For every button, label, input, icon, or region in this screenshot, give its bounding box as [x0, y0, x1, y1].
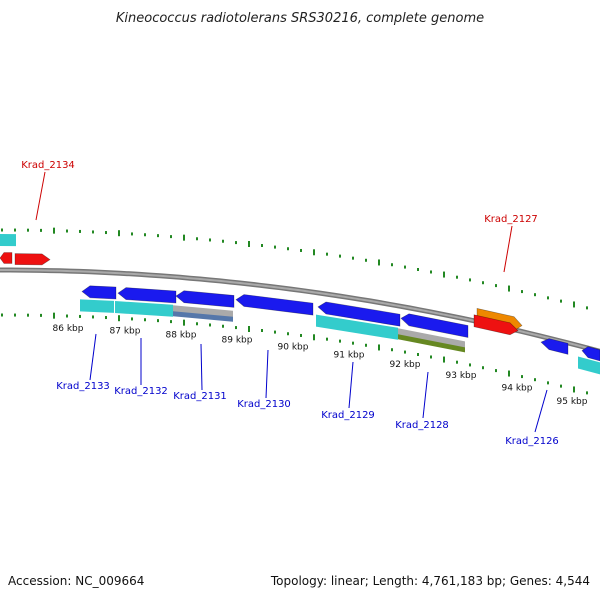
- kbp-label: 86 kbp: [53, 324, 84, 334]
- domain-band: [173, 311, 233, 322]
- kbp-label: 91 kbp: [334, 351, 365, 361]
- kbp-label: 92 kbp: [390, 360, 421, 370]
- domain-band: [398, 334, 465, 353]
- leader-line: [35, 171, 46, 221]
- leader-line: [265, 349, 269, 399]
- scale-ticks: [1, 227, 588, 395]
- gene-label: Krad_2131: [173, 391, 227, 402]
- gene-arrow: [81, 285, 117, 300]
- scale-labels: 86 kbp 87 kbp 88 kbp 89 kbp 90 kbp 91 kbp 92 k…: [53, 324, 588, 407]
- gene-arrow: [0, 252, 13, 264]
- leader-line: [503, 225, 513, 273]
- domain-band: [398, 328, 465, 349]
- leader-line: [348, 361, 354, 409]
- gene-arrow: [581, 346, 600, 362]
- kbp-label: 87 kbp: [110, 327, 141, 337]
- gene-label: Krad_2129: [321, 410, 375, 421]
- domain-band: [80, 299, 114, 313]
- domain-band: [578, 356, 600, 375]
- gene-label: Krad_2132: [114, 386, 168, 397]
- leader-line: [534, 389, 548, 433]
- gene-labels: Krad_2134 Krad_2127 Krad_2133 Krad_2132 Krad…: [21, 160, 559, 447]
- kbp-label: 93 kbp: [446, 371, 477, 381]
- gene-arrow: [473, 314, 519, 336]
- domain-band: [316, 314, 398, 340]
- domain-band: [173, 305, 233, 318]
- gene-arrow: [317, 301, 401, 327]
- gene-label: Krad_2133: [56, 381, 110, 392]
- domain-band: [115, 301, 173, 317]
- domain-band: [0, 234, 16, 247]
- leader-line: [89, 333, 97, 381]
- gene-features: [0, 234, 600, 375]
- kbp-label: 89 kbp: [222, 336, 253, 346]
- accession-text: Accession: NC_009664: [8, 574, 144, 588]
- gene-arrow: [14, 253, 51, 266]
- gene-arrow: [400, 313, 469, 338]
- gene-label: Krad_2130: [237, 399, 291, 410]
- map-title: Kineococcus radiotolerans SRS30216, comp…: [116, 11, 484, 26]
- gene-arrow: [540, 338, 569, 355]
- kbp-label: 94 kbp: [502, 383, 533, 393]
- gene-label: Krad_2134: [21, 160, 75, 171]
- gene-arrow: [235, 294, 314, 316]
- gene-label: Krad_2128: [395, 420, 449, 431]
- leader-line: [200, 343, 203, 391]
- kbp-label: 95 kbp: [557, 397, 588, 407]
- kbp-label: 88 kbp: [166, 330, 197, 340]
- gene-arrow: [117, 287, 177, 304]
- topology-stats: Topology: linear; Length: 4,761,183 bp; …: [270, 574, 590, 588]
- gene-label: Krad_2127: [484, 214, 538, 225]
- gene-label: Krad_2126: [505, 436, 559, 447]
- kbp-label: 90 kbp: [278, 342, 309, 352]
- leader-line: [422, 371, 429, 419]
- gene-arrow: [175, 290, 235, 308]
